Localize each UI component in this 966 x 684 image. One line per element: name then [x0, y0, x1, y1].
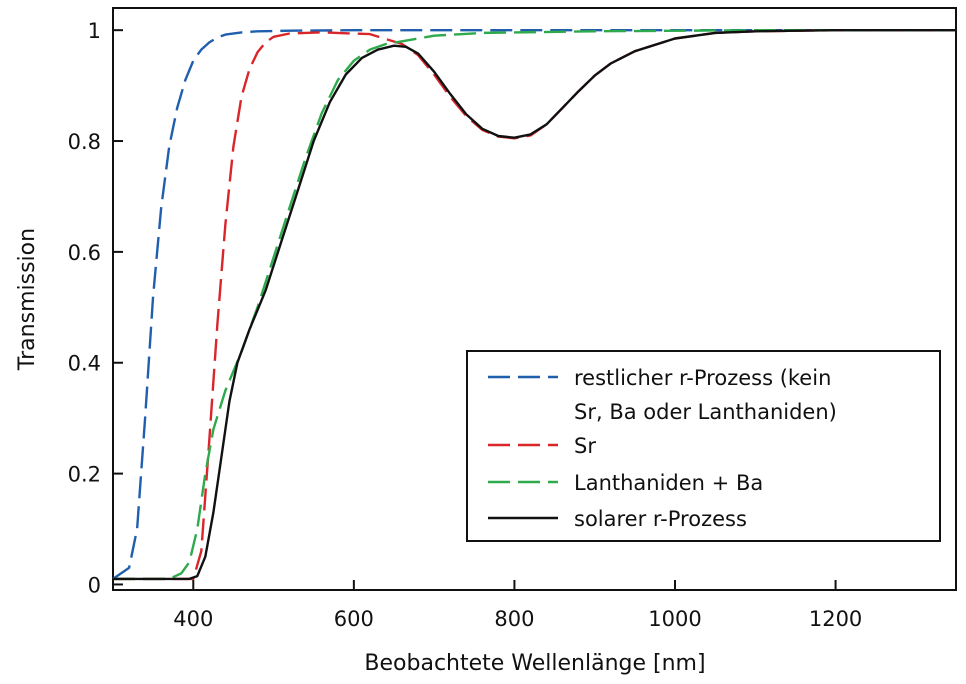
x-tick-label: 600	[334, 607, 374, 631]
y-tick-label: 1	[88, 19, 101, 43]
y-axis-title: Transmission	[15, 228, 40, 371]
series-line-3	[113, 29, 956, 581]
series-line-0	[112, 29, 956, 580]
legend-label-0: restlicher r-Prozess (kein	[574, 366, 831, 390]
legend-label-0: Sr, Ba oder Lanthaniden)	[574, 400, 837, 424]
legend-box	[466, 350, 941, 542]
legend-label-2: Lanthaniden + Ba	[574, 471, 763, 495]
series-layer	[112, 29, 956, 581]
x-tick-label: 800	[494, 607, 534, 631]
x-tick-label: 1200	[809, 607, 862, 631]
x-tick-label: 400	[173, 607, 213, 631]
y-tick-label: 0.2	[68, 463, 101, 487]
y-tick-label: 0.4	[68, 352, 101, 376]
legend-label-3: solarer r-Prozess	[574, 507, 747, 531]
legend-label-1: Sr	[574, 434, 596, 458]
x-axis-title: Beobachtete Wellenlänge [nm]	[364, 651, 705, 676]
y-tick-label: 0.8	[68, 130, 101, 154]
x-tick-label: 1000	[648, 607, 701, 631]
y-tick-label: 0	[88, 573, 101, 597]
legend: restlicher r-Prozess (kein Sr, Ba oder La…	[466, 350, 941, 542]
y-tick-label: 0.6	[68, 241, 101, 265]
tick-layer: 400 600 800 1000 1200 0 0.2 0.4 0.6 0.8 1	[68, 19, 863, 631]
series-line-2	[113, 29, 956, 581]
